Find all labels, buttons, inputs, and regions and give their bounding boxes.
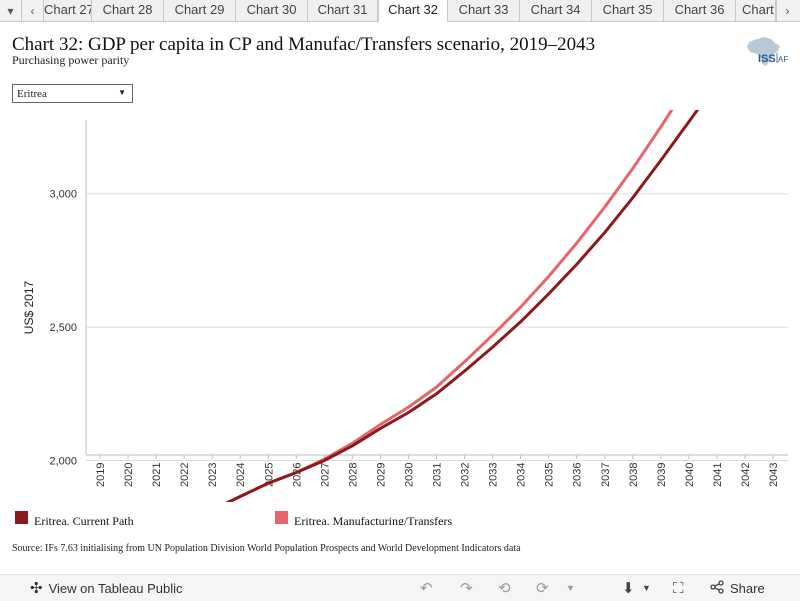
x-tick-label: 2030 xyxy=(403,463,415,487)
x-tick-label: 2033 xyxy=(488,463,500,487)
tab-chart-35[interactable]: Chart 35 xyxy=(592,0,664,21)
tab-chart-32[interactable]: Chart 32 xyxy=(378,0,448,22)
refresh-menu-chevron-icon[interactable]: ▼ xyxy=(566,583,575,593)
fullscreen-icon[interactable]: ⛶ xyxy=(673,579,684,597)
tab-chart-31[interactable]: Chart 31 xyxy=(308,0,378,21)
legend-item-manufacturing[interactable]: Eritrea. Manufacturing/Transfers xyxy=(275,509,515,525)
chart-title: Chart 32: GDP per capita in CP and Manuf… xyxy=(12,34,596,55)
country-filter-value: Eritrea xyxy=(17,88,47,100)
series-line-current-path[interactable] xyxy=(100,110,773,502)
x-tick-label: 2040 xyxy=(684,463,696,487)
refresh-icon[interactable]: ⟳ xyxy=(536,580,549,597)
x-tick-label: 2028 xyxy=(347,463,359,487)
y-axis-label: US$ 2017 xyxy=(22,280,36,334)
x-tick-label: 2019 xyxy=(95,463,107,487)
x-tick-label: 2022 xyxy=(179,463,191,487)
country-filter-dropdown[interactable]: Eritrea ▼ xyxy=(12,84,133,103)
y-tick-label: 2,500 xyxy=(49,322,77,334)
x-tick-label: 2027 xyxy=(319,463,331,487)
x-tick-label: 2036 xyxy=(572,463,584,487)
tab-menu-chevron-icon[interactable]: ▾ xyxy=(0,0,22,21)
x-tick-label: 2024 xyxy=(235,463,247,487)
x-tick-label: 2021 xyxy=(151,463,163,487)
logo-sub-text: AF xyxy=(778,55,788,64)
series-lines xyxy=(100,110,773,502)
view-on-tableau-label: View on Tableau Public xyxy=(48,580,183,596)
tab-chart-27[interactable]: Chart 27 xyxy=(44,0,92,21)
gridlines xyxy=(85,120,788,461)
source-note: Source: IFs 7.63 initialising from UN Po… xyxy=(12,543,521,554)
tab-chart-33[interactable]: Chart 33 xyxy=(448,0,520,21)
x-tick-label: 2041 xyxy=(712,463,724,487)
x-tick-label: 2026 xyxy=(291,463,303,487)
tab-prev-arrow-icon[interactable]: ‹ xyxy=(22,0,44,21)
x-tick-label: 2042 xyxy=(740,463,752,487)
x-tick-label: 2020 xyxy=(123,463,135,487)
x-tick-label: 2035 xyxy=(544,463,556,487)
x-tick-label: 2039 xyxy=(656,463,668,487)
x-tick-label: 2043 xyxy=(768,463,780,487)
x-tick-label: 2032 xyxy=(460,463,472,487)
tableau-logo-icon: ✣ xyxy=(30,580,43,597)
view-on-tableau-link[interactable]: ✣ View on Tableau Public xyxy=(30,579,183,597)
x-tick-label: 2038 xyxy=(628,463,640,487)
legend-swatch-current-path xyxy=(15,511,28,524)
share-label: Share xyxy=(730,580,765,596)
tab-chart-36[interactable]: Chart 36 xyxy=(664,0,736,21)
undo-icon[interactable]: ↶ xyxy=(420,580,433,597)
iss-africa-logo: ISS AF xyxy=(740,34,790,70)
share-button[interactable]: Share xyxy=(710,579,765,597)
legend-swatch-manufacturing xyxy=(275,511,288,524)
x-axis-ticks: 2019 2020 2021 2022 2023 2024 2025 2026 2027 2028… xyxy=(95,455,780,487)
tab-chart-28[interactable]: Chart 28 xyxy=(92,0,164,21)
tab-chart-37[interactable]: Chart 37 xyxy=(736,0,776,21)
tab-chart-34[interactable]: Chart 34 xyxy=(520,0,592,21)
x-tick-label: 2031 xyxy=(432,463,444,487)
y-tick-label: 2,000 xyxy=(49,456,77,468)
x-tick-label: 2037 xyxy=(600,463,612,487)
legend-label-manufacturing: Eritrea. Manufacturing/Transfers xyxy=(294,514,453,525)
tab-chart-29[interactable]: Chart 29 xyxy=(164,0,236,21)
tab-next-arrow-icon[interactable]: › xyxy=(776,0,798,21)
y-tick-label: 3,000 xyxy=(49,189,77,201)
revert-icon[interactable]: ⟲ xyxy=(498,580,511,597)
download-icon[interactable]: ⬇ xyxy=(622,580,635,597)
download-menu-chevron-icon[interactable]: ▼ xyxy=(642,583,651,593)
x-tick-label: 2034 xyxy=(516,463,528,487)
legend-item-current-path[interactable]: Eritrea. Current Path xyxy=(15,509,215,525)
redo-icon[interactable]: ↷ xyxy=(460,580,473,597)
chevron-down-icon: ▼ xyxy=(118,88,126,97)
x-tick-label: 2029 xyxy=(375,463,387,487)
logo-text: ISS xyxy=(758,53,776,65)
x-tick-label: 2023 xyxy=(207,463,219,487)
legend-label-current-path: Eritrea. Current Path xyxy=(34,514,134,525)
chart-subtitle: Purchasing power parity xyxy=(12,53,130,67)
series-line-manufacturing[interactable] xyxy=(100,110,773,502)
tab-chart-30[interactable]: Chart 30 xyxy=(236,0,308,21)
tab-strip: ▾ ‹ Chart 27 Chart 28 Chart 29 Chart 30 Char… xyxy=(0,0,800,22)
tableau-toolbar: ✣ View on Tableau Public ↶ ↷ ⟲ ⟳ ▼ ⬇ ▼ ⛶… xyxy=(0,574,800,601)
share-icon xyxy=(710,579,724,597)
